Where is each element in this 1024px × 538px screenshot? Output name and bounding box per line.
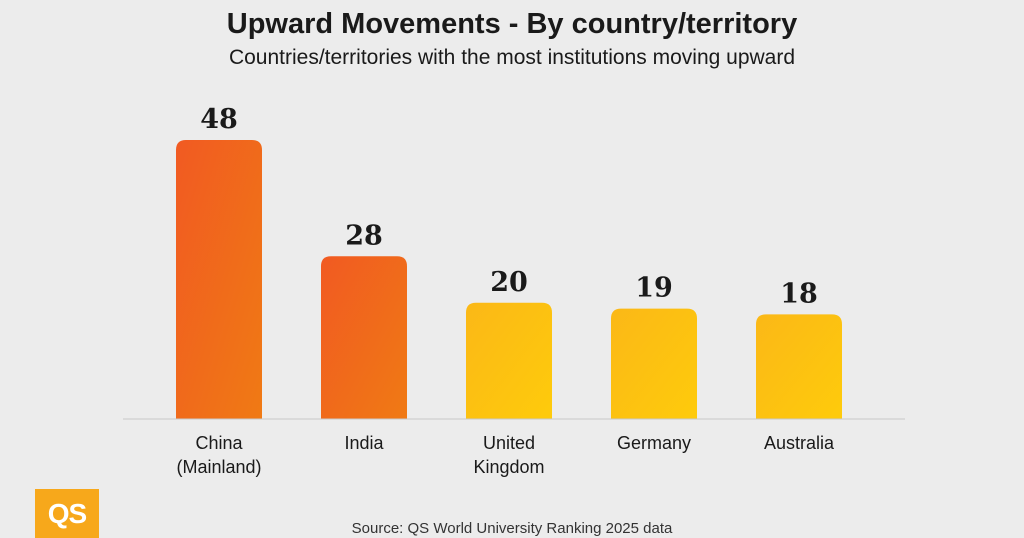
value-label-0: 48 (200, 104, 238, 135)
value-label-3: 19 (635, 273, 673, 304)
value-label-1: 28 (345, 220, 383, 251)
bar-2 (466, 302, 552, 419)
chart-title: Upward Movements - By country/territory (226, 8, 798, 40)
category-label-1-0: India (344, 433, 384, 453)
category-label-4-0: Australia (764, 433, 835, 453)
category-label-0-0: China (195, 433, 243, 453)
category-label-2-1: Kingdom (473, 457, 544, 477)
source-note: Source: QS World University Ranking 2025… (351, 520, 673, 537)
category-label-0-1: (Mainland) (176, 457, 261, 477)
qs-logo: QS (35, 489, 99, 538)
bar-1 (321, 256, 407, 419)
bar-0 (176, 140, 262, 419)
bar-4 (756, 314, 842, 419)
category-label-3-0: Germany (617, 433, 691, 453)
category-label-2-0: United (483, 433, 535, 453)
value-label-4: 18 (780, 278, 818, 309)
chart-subtitle: Countries/territories with the most inst… (228, 46, 796, 69)
value-label-2: 20 (490, 267, 528, 298)
bar-3 (611, 308, 697, 419)
